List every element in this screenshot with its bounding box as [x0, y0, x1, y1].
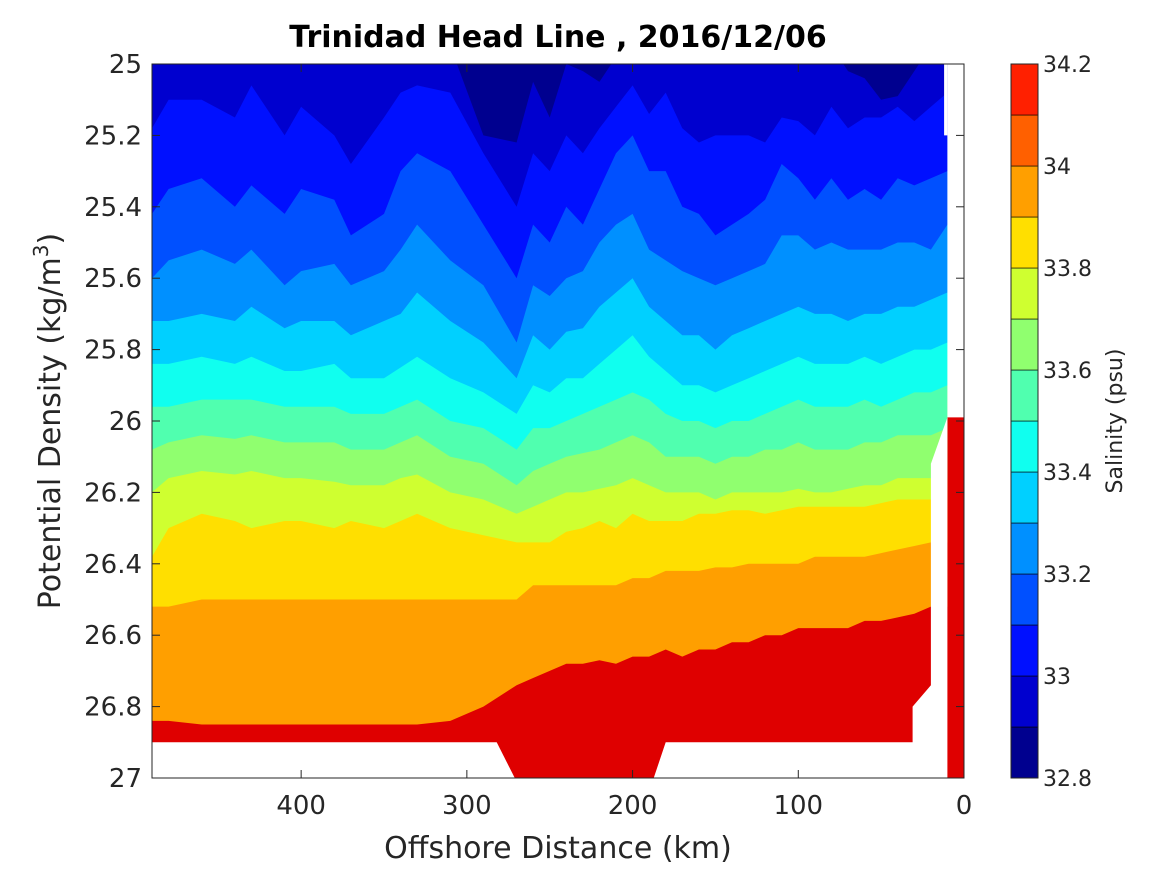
x-tick-label: 200 [608, 791, 658, 821]
colorbar-label: Salinity (psu) [1103, 349, 1128, 494]
colorbar-tick-label: 33.6 [1043, 359, 1092, 384]
colorbar: 32.8 33 33.2 33.4 33.6 33.8 34 34.2 [1010, 53, 1092, 792]
y-tick-label: 26 [109, 407, 142, 437]
colorbar-swatch [1010, 471, 1039, 524]
x-tick-label: 100 [773, 791, 823, 821]
y-tick-label: 26.6 [84, 621, 142, 651]
y-tick-label: 25.4 [84, 193, 142, 223]
y-tick-label: 25.2 [84, 121, 142, 151]
colorbar-tick-label: 33.2 [1043, 563, 1092, 588]
y-axis-label-main: Potential Density (kg/m [33, 257, 68, 609]
colorbar-tick-label: 34.2 [1043, 53, 1092, 78]
colorbar-tick-label: 33 [1043, 665, 1071, 690]
salinity-contour-bands [152, 64, 964, 778]
colorbar-tick-label: 32.8 [1043, 767, 1092, 792]
x-axis-label: Offshore Distance (km) [384, 831, 732, 866]
colorbar-swatch [1010, 318, 1039, 371]
colorbar-frame [1010, 63, 1039, 779]
x-tick-label: 300 [442, 791, 492, 821]
colorbar-swatch [1010, 114, 1039, 167]
y-tick-label: 26.8 [84, 693, 142, 723]
x-tick-label: 400 [276, 791, 326, 821]
colorbar-swatch [1010, 369, 1039, 422]
colorbar-swatch [1010, 216, 1039, 269]
chart-title: Trinidad Head Line , 2016/12/06 [289, 20, 826, 55]
colorbar-swatch [1010, 726, 1039, 779]
colorbar-tick-label: 33.4 [1043, 461, 1092, 486]
colorbar-tick-label: 33.8 [1043, 257, 1092, 282]
colorbar-tick-label: 34 [1043, 155, 1071, 180]
y-axis: 25 25.2 25.4 25.6 25.8 26 26.2 26.4 26.6 26.8 27 [84, 50, 964, 794]
y-tick-label: 25.8 [84, 336, 142, 366]
colorbar-swatch [1010, 522, 1039, 575]
x-axis: 400 300 200 100 0 [276, 64, 972, 821]
colorbar-swatch [1010, 420, 1039, 473]
contour-band-32.9 [456, 64, 920, 143]
y-tick-label: 26.4 [84, 550, 142, 580]
colorbar-swatch [1010, 63, 1039, 116]
contour-band-33 [152, 64, 948, 207]
y-tick-label: 25 [109, 50, 142, 80]
colorbar-swatch [1010, 165, 1039, 218]
no-data-region-coast [947, 64, 964, 418]
y-axis-label-close: ) [33, 233, 68, 245]
no-data-region-east [653, 417, 948, 778]
colorbar-swatch [1010, 624, 1039, 677]
colorbar-swatch [1010, 675, 1039, 728]
y-tick-label: 25.6 [84, 264, 142, 294]
colorbar-swatch [1010, 573, 1039, 626]
y-tick-label: 26.2 [84, 478, 142, 508]
no-data-mask [152, 64, 964, 778]
y-axis-label-superscript: 3 [29, 244, 53, 257]
no-data-region-west [152, 742, 515, 778]
x-tick-label: 0 [956, 791, 973, 821]
y-axis-label: Potential Density (kg/m3) [29, 233, 68, 609]
no-data-region-coast-edge [944, 64, 948, 136]
colorbar-swatch [1010, 267, 1039, 320]
y-tick-label: 27 [109, 764, 142, 794]
